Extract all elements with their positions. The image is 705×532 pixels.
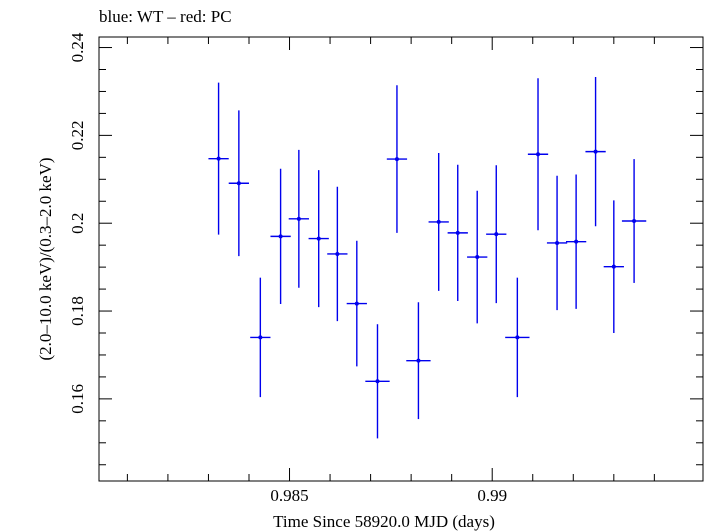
point-marker	[375, 379, 380, 384]
point-marker	[236, 181, 241, 186]
point-marker	[611, 264, 616, 269]
data-point	[308, 170, 329, 308]
point-marker	[296, 216, 301, 221]
y-tick-label: 0.18	[68, 296, 87, 326]
y-tick-label: 0.22	[68, 120, 87, 150]
y-axis-label: (2.0–10.0 keV)/(0.3–2.0 keV)	[36, 157, 55, 360]
y-tick-label: 0.2	[68, 213, 87, 234]
data-point	[250, 277, 271, 398]
point-marker	[574, 239, 579, 244]
data-point	[365, 324, 390, 439]
data-point	[546, 175, 568, 311]
chart-title: blue: WT – red: PC	[99, 7, 232, 26]
x-tick-label: 0.99	[477, 486, 507, 505]
point-marker	[258, 335, 263, 340]
data-point	[228, 110, 249, 257]
data-point	[288, 149, 309, 288]
data-point	[603, 200, 624, 333]
axis-ticks: 0.985 0.99 0.16 0.18 0.2 0.22 0.24	[68, 32, 703, 505]
point-marker	[515, 335, 520, 340]
data-point	[621, 159, 647, 283]
point-marker	[593, 149, 598, 154]
point-marker	[494, 232, 499, 237]
point-marker	[436, 219, 441, 224]
point-marker	[632, 219, 637, 224]
data-point	[447, 164, 468, 301]
data-point	[505, 277, 530, 398]
point-marker	[555, 240, 560, 245]
point-marker	[455, 230, 460, 235]
data-point	[527, 78, 549, 231]
point-marker	[278, 234, 283, 239]
y-tick-label: 0.24	[68, 32, 87, 62]
data-point	[327, 186, 348, 322]
y-tick-label: 0.16	[68, 384, 87, 414]
point-marker	[475, 255, 480, 260]
point-marker	[536, 152, 541, 157]
point-marker	[394, 157, 399, 162]
data-point	[270, 168, 291, 305]
plot-frame	[98, 36, 704, 482]
data-point	[467, 190, 488, 324]
x-tick-label: 0.985	[270, 486, 308, 505]
point-marker	[416, 358, 421, 363]
point-marker	[216, 156, 221, 161]
data-point	[208, 82, 229, 235]
data-point	[346, 240, 367, 367]
point-marker	[316, 236, 321, 241]
point-marker	[354, 301, 359, 306]
data-point	[585, 76, 606, 227]
data-point	[428, 152, 449, 291]
data-point	[486, 165, 507, 304]
data-point	[565, 174, 587, 309]
data-points	[208, 76, 647, 439]
data-point	[386, 85, 408, 233]
point-marker	[335, 251, 340, 256]
data-point	[406, 302, 431, 420]
x-axis-label: Time Since 58920.0 MJD (days)	[273, 512, 495, 531]
